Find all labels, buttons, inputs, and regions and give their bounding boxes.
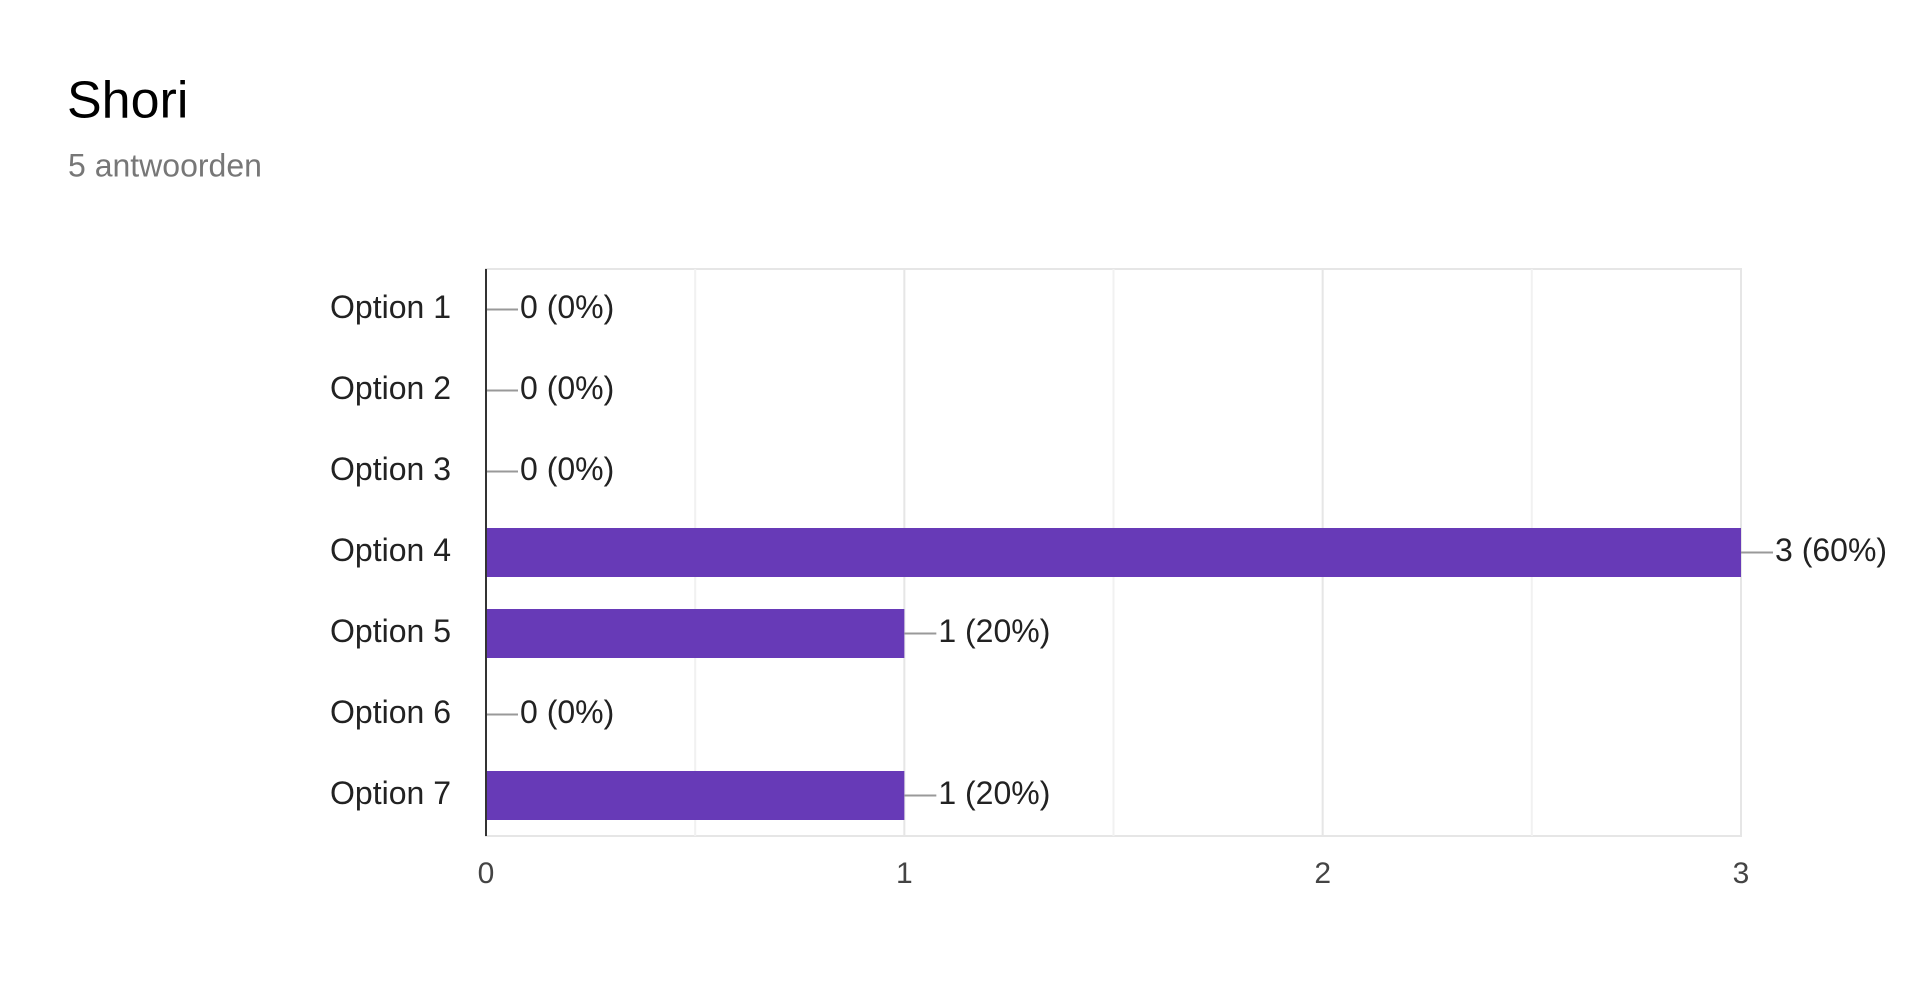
bar (486, 528, 1741, 577)
y-tick-label: Option 6 (330, 694, 451, 730)
bar (486, 771, 905, 820)
y-tick-label: Option 4 (330, 532, 451, 568)
value-label: 0 (0%) (520, 370, 614, 406)
x-tick-label: 3 (1733, 857, 1750, 890)
y-tick-label: Option 1 (330, 289, 451, 325)
value-label: 1 (20%) (938, 775, 1050, 811)
x-tick-label: 2 (1314, 857, 1331, 890)
x-tick-label: 1 (896, 857, 913, 890)
value-label: 0 (0%) (520, 451, 614, 487)
y-tick-label: Option 7 (330, 775, 451, 811)
chart-subtitle: 5 antwoorden (68, 147, 262, 183)
value-label: 0 (0%) (520, 694, 614, 730)
chart-title: Shori (67, 72, 188, 130)
value-label: 0 (0%) (520, 289, 614, 325)
y-tick-label: Option 5 (330, 613, 451, 649)
bar (486, 609, 905, 658)
y-tick-label: Option 3 (330, 451, 451, 487)
value-label: 3 (60%) (1775, 532, 1887, 568)
y-tick-label: Option 2 (330, 370, 451, 406)
x-tick-label: 0 (478, 857, 495, 890)
value-label: 1 (20%) (938, 613, 1050, 649)
